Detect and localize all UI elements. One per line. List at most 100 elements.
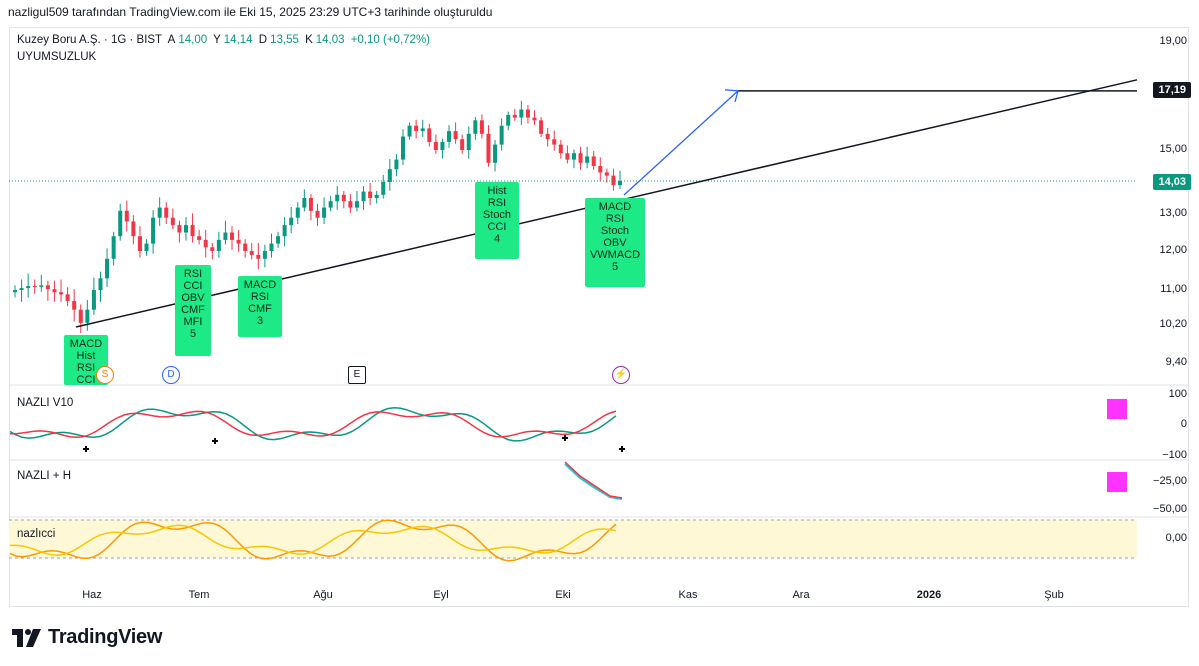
candle	[118, 203, 123, 241]
pane3-title: nazlıcci	[17, 528, 56, 540]
candle	[315, 203, 320, 226]
badge-line: MACD	[598, 201, 632, 213]
candle	[144, 239, 149, 256]
candle	[105, 248, 110, 287]
divergence-badge-3[interactable]: Hist RSI Stoch CCI 4	[475, 182, 519, 259]
badge-line: OBV	[181, 292, 205, 304]
candle	[19, 279, 24, 302]
candle	[26, 273, 31, 298]
candle	[72, 289, 77, 322]
candle	[216, 231, 221, 258]
candle	[407, 122, 412, 140]
candle	[203, 229, 208, 258]
low-label: D	[258, 34, 268, 46]
pane2-axis-bottom: −50,00	[1153, 503, 1187, 515]
target-price-tag: 17,19	[1153, 82, 1191, 98]
time-axis-label: 2026	[916, 589, 942, 601]
candle	[52, 280, 57, 302]
candle	[197, 229, 202, 245]
projection-arrow[interactable]	[623, 90, 739, 196]
candle	[348, 194, 353, 214]
divergence-badge-2[interactable]: MACD RSI CMF 3	[238, 276, 282, 337]
candle	[552, 130, 557, 151]
high-value: 14,14	[223, 34, 253, 46]
candle	[387, 158, 392, 191]
badge-line: CCI	[76, 374, 96, 385]
candle	[262, 244, 267, 268]
badge-line: Hist	[76, 350, 96, 362]
projection-arrowhead	[724, 89, 739, 103]
candle	[289, 206, 294, 234]
indicator-lines	[9, 406, 625, 562]
candle	[414, 119, 419, 139]
divergence-badge-4[interactable]: MACD RSI Stoch OBV VWMACD 5	[585, 198, 645, 287]
chart-frame	[9, 27, 1189, 607]
candle	[65, 287, 70, 307]
badge-line: CMF	[248, 303, 272, 315]
badge-line: RSI	[250, 291, 270, 303]
divergence-cross-2	[562, 435, 568, 441]
badge-line: MACD	[69, 338, 103, 350]
candle	[433, 134, 438, 154]
tradingview-logo: TradingView	[12, 626, 162, 649]
candle	[236, 229, 241, 252]
candle	[598, 157, 603, 182]
candle	[585, 146, 590, 169]
candle	[243, 239, 248, 258]
badge-line: CMF	[181, 304, 205, 316]
open-value: 14,00	[178, 34, 208, 46]
candle	[249, 242, 254, 260]
badge-line: 3	[256, 315, 264, 327]
pane2-title: NAZLI + H	[17, 470, 72, 482]
time-axis-label: Ara	[792, 589, 810, 601]
event-marker-3[interactable]: ⚡	[612, 366, 630, 384]
candle	[322, 197, 327, 224]
candle	[420, 119, 425, 138]
time-axis-label: Ağu	[313, 589, 333, 601]
price-axis-label: 12,00	[1159, 244, 1187, 256]
candle	[493, 140, 498, 172]
nazli-h-line-2	[564, 461, 623, 499]
badge-line: VWMACD	[589, 249, 641, 261]
pane1-axis-top: 100	[1168, 388, 1187, 400]
tradingview-logo-icon	[12, 628, 41, 647]
nazli-v10-line-2	[9, 410, 617, 439]
high-label: Y	[213, 34, 221, 46]
badge-line: 4	[493, 233, 501, 245]
open-label: A	[167, 34, 176, 46]
candle	[59, 279, 64, 302]
divergence-cross-3	[619, 446, 625, 452]
divergence-badge-0[interactable]: MACD Hist RSI CCI	[64, 335, 108, 385]
candle	[328, 195, 333, 212]
candle	[124, 200, 129, 232]
event-marker-1[interactable]: D	[162, 366, 180, 384]
candle	[302, 189, 307, 212]
pane1-title: NAZLI V10	[17, 397, 74, 409]
divergence-cross-0	[83, 446, 89, 452]
candle	[453, 122, 458, 144]
study-label: UYUMSUZLUK	[17, 51, 97, 63]
candle	[91, 277, 96, 315]
candle	[512, 108, 517, 121]
candle	[532, 110, 537, 125]
candle	[295, 202, 300, 224]
candle	[558, 140, 563, 159]
candle	[486, 125, 491, 167]
event-marker-0[interactable]: S	[96, 366, 114, 384]
candle	[604, 168, 609, 183]
pane2-color-marker	[1107, 472, 1127, 492]
badge-line: RSI	[76, 362, 96, 374]
price-axis-label: 9,40	[1165, 356, 1187, 368]
candle	[400, 129, 405, 166]
candle	[78, 304, 83, 334]
candle	[13, 285, 17, 298]
divergence-badge-1[interactable]: RSI CCI OBV CMF MFI 5	[175, 265, 211, 356]
time-axis-label: Tem	[188, 589, 210, 601]
event-marker-2[interactable]: E	[348, 366, 366, 384]
nazli-h-line-1	[564, 463, 623, 500]
badge-line: 5	[611, 261, 619, 273]
candle	[381, 174, 386, 199]
symbol-legend: Kuzey Boru A.Ş. · 1G · BIST A 14,00 Y 14,1…	[17, 34, 433, 46]
candle	[111, 231, 116, 266]
